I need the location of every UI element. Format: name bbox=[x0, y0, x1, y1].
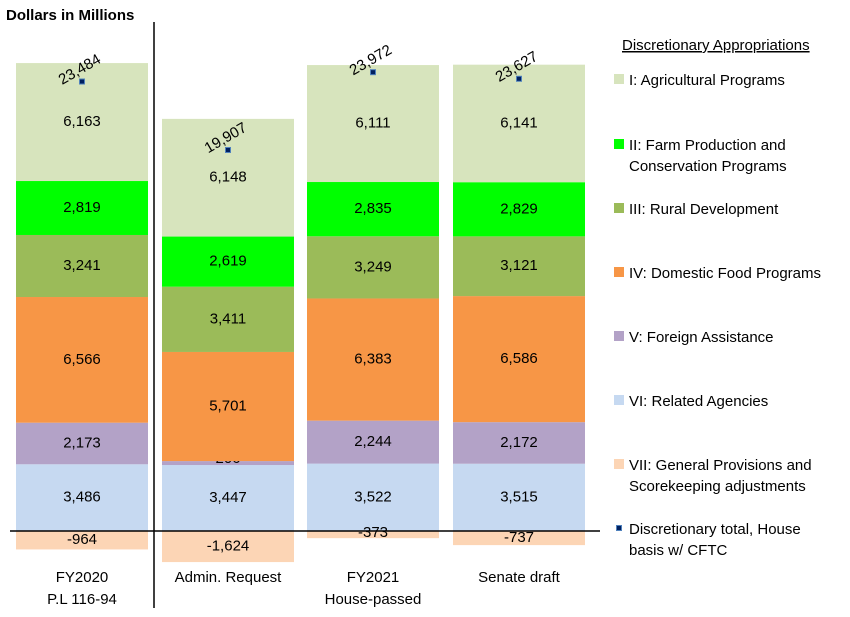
bar-segment bbox=[162, 461, 294, 466]
total-marker bbox=[370, 69, 376, 76]
legend-marker bbox=[616, 525, 622, 531]
data-label: 3,515 bbox=[500, 488, 538, 505]
data-label: 2,619 bbox=[209, 253, 247, 270]
bar-segment bbox=[162, 465, 294, 531]
legend-swatch bbox=[614, 267, 624, 277]
bars-layer: 3,486 2,173 6,566 3,241 2,819 6,163 -964 3,447 2… bbox=[16, 63, 585, 563]
bar-segment bbox=[453, 236, 585, 297]
data-label: 2,173 bbox=[63, 434, 101, 451]
legend-swatch bbox=[614, 459, 624, 469]
bar-segment bbox=[307, 236, 439, 299]
legend-swatch bbox=[614, 74, 624, 84]
data-label: 6,148 bbox=[209, 169, 247, 186]
legend-swatch bbox=[614, 203, 624, 213]
bar-segment bbox=[307, 65, 439, 183]
axes-layer bbox=[10, 22, 600, 608]
bar-segment bbox=[307, 463, 439, 531]
legend-swatch bbox=[614, 139, 624, 149]
data-label: 6,566 bbox=[63, 351, 101, 368]
data-label: 2,829 bbox=[500, 200, 538, 217]
data-label: 3,121 bbox=[500, 257, 538, 274]
data-label: 6,111 bbox=[355, 115, 390, 132]
data-label: 2,244 bbox=[354, 433, 392, 450]
data-label: 2,172 bbox=[500, 434, 538, 451]
data-label: 5,701 bbox=[209, 397, 247, 414]
bar-segment bbox=[16, 464, 148, 531]
data-label: 3,411 bbox=[210, 310, 246, 327]
total-marker bbox=[79, 78, 85, 85]
legend-entry: IV: Domestic Food Programs bbox=[629, 265, 821, 282]
bar-segment-negative bbox=[453, 531, 585, 546]
category-label: P.L 116-94 bbox=[47, 591, 117, 608]
legend-swatch bbox=[614, 395, 624, 405]
data-label: 2,835 bbox=[354, 200, 392, 217]
legend-swatch bbox=[614, 331, 624, 341]
bar-segment-negative bbox=[307, 531, 439, 539]
bar-segment bbox=[453, 64, 585, 183]
legend-entry: VI: Related Agencies bbox=[629, 393, 768, 410]
category-label: Senate draft bbox=[478, 569, 561, 586]
data-label: -373 bbox=[358, 524, 388, 541]
legend-entry: VII: General Provisions and bbox=[629, 457, 812, 474]
bar-segment bbox=[16, 181, 148, 235]
data-label: 6,141 bbox=[500, 114, 538, 131]
category-label: Admin. Request bbox=[175, 569, 283, 586]
bar-segment bbox=[307, 298, 439, 421]
category-labels: FY2020 P.L 116-94 Admin. Request FY2021 Hous… bbox=[47, 569, 561, 608]
data-label: 2,819 bbox=[63, 199, 101, 216]
bar-segment bbox=[453, 182, 585, 237]
total-marker bbox=[516, 75, 522, 82]
bar-segment bbox=[453, 422, 585, 464]
bar-segment bbox=[453, 463, 585, 531]
data-label: 6,163 bbox=[63, 113, 101, 130]
legend-entry: I: Agricultural Programs bbox=[629, 72, 785, 89]
bar-segment bbox=[162, 351, 294, 462]
data-label: -737 bbox=[504, 529, 534, 546]
category-label: House-passed bbox=[325, 591, 422, 608]
bar-segment-negative bbox=[16, 531, 148, 550]
legend: Discretionary Appropriations I: Agricult… bbox=[614, 37, 821, 559]
data-label: 3,249 bbox=[354, 258, 392, 275]
data-label: 3,522 bbox=[354, 488, 392, 505]
legend-entry: II: Farm Production and bbox=[629, 137, 786, 154]
data-label: -964 bbox=[67, 531, 97, 548]
bar-segment bbox=[16, 234, 148, 298]
bar-segment bbox=[162, 286, 294, 352]
category-label: FY2020 bbox=[56, 569, 109, 586]
bar-segment-negative bbox=[162, 531, 294, 563]
legend-entry: III: Rural Development bbox=[629, 201, 779, 218]
legend-entry: Discretionary total, House bbox=[629, 521, 801, 538]
bar-segment bbox=[162, 118, 294, 237]
legend-title: Discretionary Appropriations bbox=[622, 37, 810, 54]
data-label: 3,486 bbox=[63, 489, 101, 506]
data-label: 6,383 bbox=[354, 351, 392, 368]
bar-segment bbox=[307, 182, 439, 237]
legend-entry: Scorekeeping adjustments bbox=[629, 478, 806, 495]
total-marker bbox=[225, 146, 231, 153]
bar-segment bbox=[162, 236, 294, 287]
legend-entry: V: Foreign Assistance bbox=[629, 329, 774, 346]
bar-segment bbox=[307, 420, 439, 464]
category-label: FY2021 bbox=[347, 569, 400, 586]
bar-segment bbox=[453, 296, 585, 423]
bar-segment bbox=[16, 422, 148, 465]
legend-entry: basis w/ CFTC bbox=[629, 542, 728, 559]
legend-entry: Conservation Programs bbox=[629, 158, 787, 175]
data-label: -1,624 bbox=[207, 538, 250, 555]
data-label: 6,586 bbox=[500, 350, 538, 367]
data-label: 3,447 bbox=[209, 489, 247, 506]
bar-segment bbox=[16, 297, 148, 423]
data-label: 3,241 bbox=[63, 257, 101, 274]
y-axis-label: Dollars in Millions bbox=[6, 7, 134, 24]
